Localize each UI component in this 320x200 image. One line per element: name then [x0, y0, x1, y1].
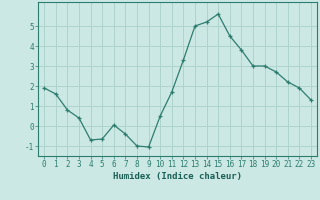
X-axis label: Humidex (Indice chaleur): Humidex (Indice chaleur) [113, 172, 242, 181]
